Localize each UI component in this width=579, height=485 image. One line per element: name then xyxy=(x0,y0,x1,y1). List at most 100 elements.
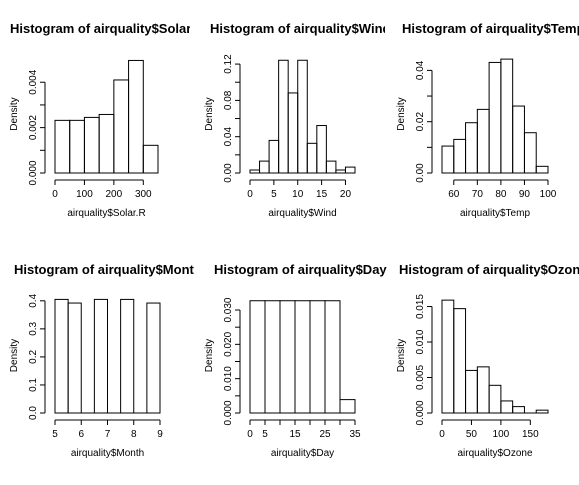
y-tick-label: 0.030 xyxy=(223,297,234,322)
x-axis-label: airquality$Month xyxy=(71,448,144,459)
histogram-bar xyxy=(465,369,478,414)
chart-title: Histogram of airquality$Ozone xyxy=(399,262,579,277)
x-tick-label: 90 xyxy=(519,189,531,200)
histogram-bar xyxy=(453,308,467,414)
histogram-panel-1: Histogram of airquality$Solar.R 0 100 200 30… xyxy=(9,21,204,219)
histogram-bar xyxy=(476,366,490,414)
histogram-bar xyxy=(294,300,311,414)
x-tick-label: 15 xyxy=(289,429,301,440)
y-tick-label: 0.020 xyxy=(223,331,234,356)
x-tick-label: 60 xyxy=(448,189,460,200)
y-tick-label: 0.002 xyxy=(28,115,39,140)
y-tick-label: 0.00 xyxy=(223,163,234,183)
histogram-panel-6: Histogram of airquality$Ozone 0 50 100 150 0.… xyxy=(396,262,579,459)
histogram-bar xyxy=(67,302,82,414)
histogram-bar xyxy=(287,92,299,174)
y-tick-label: 0.04 xyxy=(223,127,234,147)
histogram-bar xyxy=(465,122,478,174)
x-tick-label: 0 xyxy=(52,189,58,200)
x-axis-label: airquality$Wind xyxy=(268,208,336,219)
histogram-bar xyxy=(344,166,356,174)
histogram-bar xyxy=(113,79,130,174)
histogram-bar xyxy=(453,138,467,174)
histogram-panel-2: Histogram of airquality$Wind 0 5 10 15 20 0.00… xyxy=(204,21,391,219)
histogram-bar xyxy=(441,145,455,174)
x-tick-label: 150 xyxy=(522,429,539,440)
y-tick-label: 0.010 xyxy=(223,366,234,391)
x-axis-label: airquality$Ozone xyxy=(457,448,532,459)
histogram-bar xyxy=(488,384,502,414)
histogram-bar xyxy=(83,116,100,174)
histogram-bar xyxy=(324,300,341,414)
x-tick-label: 6 xyxy=(78,429,84,440)
histogram-bar xyxy=(316,125,327,174)
histogram-bar xyxy=(268,139,280,174)
histogram-bar xyxy=(69,119,85,174)
x-tick-label: 70 xyxy=(472,189,484,200)
histogram-bar xyxy=(278,59,289,174)
x-axis-label: airquality$Temp xyxy=(460,208,530,219)
chart-title: Histogram of airquality$Day xyxy=(214,262,387,277)
x-tick-label: 100 xyxy=(76,189,93,200)
y-tick-label: 0.3 xyxy=(28,321,39,335)
histogram-bar xyxy=(512,105,525,174)
y-tick-label: 0.04 xyxy=(415,60,426,80)
y-axis-label: Density xyxy=(9,339,20,372)
histogram-bar xyxy=(128,59,144,174)
histogram-bar xyxy=(249,169,261,174)
x-tick-label: 10 xyxy=(292,189,304,200)
x-tick-label: 0 xyxy=(439,429,445,440)
histogram-bar xyxy=(476,108,490,174)
histogram-bar xyxy=(249,300,266,414)
y-axis-label: Density xyxy=(204,339,215,372)
y-tick-label: 0.010 xyxy=(415,329,426,354)
histogram-bar xyxy=(339,399,356,414)
histogram-bar xyxy=(309,300,326,414)
y-axis-label: Density xyxy=(396,339,407,372)
x-tick-label: 0 xyxy=(247,189,253,200)
y-tick-label: 0.4 xyxy=(28,293,39,307)
x-tick-label: 5 xyxy=(271,189,277,200)
y-tick-label: 0.0 xyxy=(28,406,39,420)
histogram-bar xyxy=(259,160,270,174)
y-tick-label: 0.00 xyxy=(415,163,426,183)
x-tick-label: 80 xyxy=(495,189,507,200)
histogram-bar xyxy=(264,300,281,414)
y-axis-label: Density xyxy=(204,97,215,130)
y-tick-label: 0.015 xyxy=(415,294,426,319)
histogram-bar xyxy=(500,58,514,174)
y-tick-label: 0.12 xyxy=(223,54,234,74)
histogram-bar xyxy=(279,300,296,414)
x-axis-label: airquality$Day xyxy=(271,448,334,459)
x-tick-label: 100 xyxy=(493,429,510,440)
x-tick-label: 200 xyxy=(106,189,123,200)
chart-title: Histogram of airquality$Temp xyxy=(402,21,579,36)
y-tick-label: 0.000 xyxy=(415,400,426,425)
y-axis-label: Density xyxy=(396,97,407,130)
histogram-bar xyxy=(441,299,455,414)
histogram-panel-5: Histogram of airquality$Day 0 5 15 25 35 0.000… xyxy=(204,262,387,459)
y-tick-label: 0.000 xyxy=(223,400,234,425)
x-tick-label: 5 xyxy=(52,429,58,440)
histogram-panel-4: Histogram of airquality$Month 5 6 7 8 9 0.0 0.1… xyxy=(9,262,194,459)
histogram-bar xyxy=(535,165,549,174)
chart-title: Histogram of airquality$Wind xyxy=(210,21,391,36)
y-tick-label: 0.1 xyxy=(28,378,39,392)
x-tick-label: 9 xyxy=(157,429,163,440)
histogram-panel-3: Histogram of airquality$Temp 60 70 80 90 100 0… xyxy=(396,21,579,219)
histogram-bar xyxy=(98,113,115,174)
histogram-bar xyxy=(54,119,71,174)
histogram-bar xyxy=(120,298,135,414)
x-tick-label: 300 xyxy=(135,189,152,200)
histogram-bar xyxy=(142,144,159,174)
histogram-bar xyxy=(325,160,337,174)
x-tick-label: 5 xyxy=(262,429,268,440)
chart-title: Histogram of airquality$Solar.R xyxy=(10,21,204,36)
y-axis-label: Density xyxy=(9,97,20,130)
x-tick-label: 8 xyxy=(131,429,137,440)
histogram-bar xyxy=(93,298,108,414)
x-tick-label: 7 xyxy=(105,429,111,440)
histogram-bar xyxy=(54,298,69,414)
y-tick-label: 0.005 xyxy=(415,365,426,390)
